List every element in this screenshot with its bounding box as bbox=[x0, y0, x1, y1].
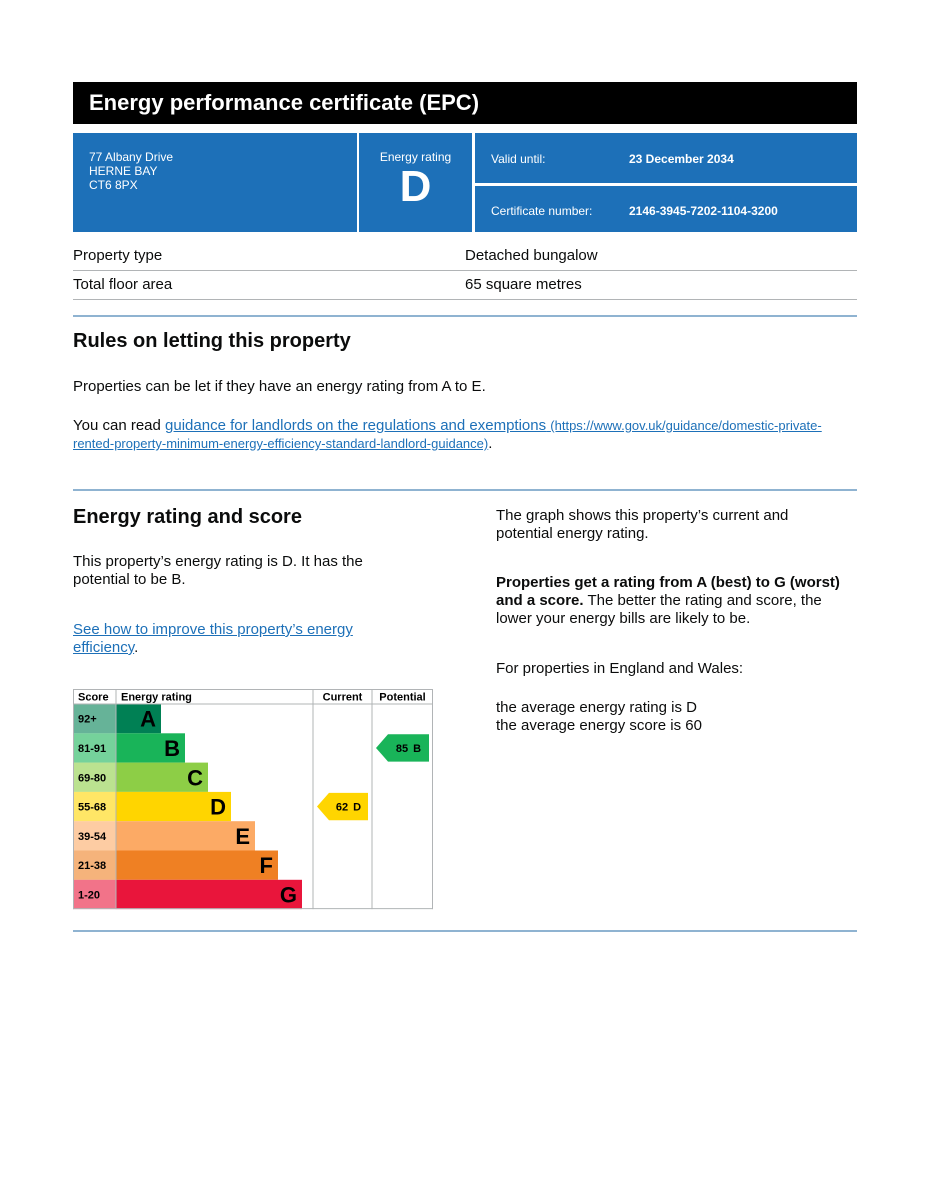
current-arrow bbox=[317, 792, 368, 821]
column-header: Current bbox=[323, 692, 363, 704]
rating-letter: B bbox=[164, 736, 180, 761]
rating-letter: D bbox=[210, 795, 226, 820]
score-label: 69-80 bbox=[78, 772, 106, 784]
column-header: Energy rating bbox=[121, 692, 192, 704]
bold-text: Properties get a rating from A (best) to… bbox=[496, 574, 840, 609]
score-label: 81-91 bbox=[78, 743, 106, 755]
rating-bar bbox=[116, 762, 208, 792]
paragraph: See how to improve this property’s energ… bbox=[73, 621, 393, 657]
score-label: 55-68 bbox=[78, 802, 106, 814]
divider bbox=[73, 930, 857, 932]
address-line: HERNE BAY bbox=[89, 164, 158, 178]
score-cell bbox=[73, 850, 116, 880]
link[interactable]: See how to improve this property’s energ… bbox=[73, 621, 353, 656]
rating-letter: A bbox=[140, 707, 156, 732]
column-header: Score bbox=[78, 692, 109, 704]
certificate-label: Certificate number: bbox=[491, 204, 593, 218]
certificate-box: Certificate number: 2146-3945-7202-1104-… bbox=[475, 186, 857, 232]
score-cell bbox=[73, 704, 116, 734]
link[interactable]: guidance for landlords on the regulation… bbox=[73, 417, 822, 452]
column-header: Potential bbox=[379, 692, 425, 704]
rating-value: D bbox=[399, 162, 432, 211]
text: . bbox=[488, 435, 493, 452]
score-cell bbox=[73, 733, 116, 763]
current-label: 62 D bbox=[336, 802, 361, 814]
section-title: Energy rating and score bbox=[73, 506, 302, 528]
rating-letter: C bbox=[187, 765, 203, 790]
property-row: Total floor area 65 square metres bbox=[73, 270, 857, 300]
row-label: Property type bbox=[73, 247, 163, 264]
paragraph: Properties can be let if they have an en… bbox=[73, 378, 486, 395]
rating-bar bbox=[116, 791, 231, 822]
paragraph: You can read guidance for landlords on t… bbox=[73, 417, 857, 453]
rating-bar bbox=[116, 850, 278, 880]
rating-letter: G bbox=[280, 882, 297, 907]
paragraph: This property’s energy rating is D. It h… bbox=[73, 553, 363, 588]
rating-box: Energy rating D bbox=[359, 133, 472, 232]
rating-letter: F bbox=[260, 853, 273, 878]
paragraph: For properties in England and Wales: bbox=[496, 660, 744, 677]
score-label: 92+ bbox=[78, 714, 97, 726]
rating-chart: Score Energy rating Current Potential 92+ A 81… bbox=[73, 689, 433, 910]
valid-label: Valid until: bbox=[491, 152, 546, 166]
rating-bar bbox=[116, 879, 302, 910]
divider bbox=[73, 315, 857, 317]
rating-bar bbox=[116, 733, 185, 763]
score-cell bbox=[73, 879, 116, 910]
score-label: 39-54 bbox=[78, 831, 107, 843]
text: You can read bbox=[73, 417, 166, 434]
potential-rating: B bbox=[413, 743, 421, 755]
address-line: CT6 8PX bbox=[89, 178, 138, 192]
section-title: Rules on letting this property bbox=[73, 330, 351, 352]
valid-box: Valid until: 23 December 2034 bbox=[475, 133, 857, 183]
link-text[interactable]: guidance for landlords on the regulation… bbox=[165, 417, 547, 434]
score-cell bbox=[73, 762, 116, 792]
score-cell bbox=[73, 791, 116, 822]
text: The better the rating and score, the low… bbox=[496, 592, 822, 627]
score-cell bbox=[73, 821, 116, 851]
row-value: 65 square metres bbox=[465, 276, 582, 293]
potential-score: 85 bbox=[396, 743, 408, 755]
current-score: 62 bbox=[336, 802, 348, 814]
row-label: Total floor area bbox=[73, 276, 173, 293]
link-url[interactable]: (https://www.gov.uk/guidance/domestic-pr… bbox=[73, 418, 822, 451]
paragraph: The graph shows this property’s current … bbox=[496, 507, 789, 542]
score-label: 1-20 bbox=[78, 889, 100, 901]
certificate-value: 2146-3945-7202-1104-3200 bbox=[629, 204, 778, 218]
current-rating: D bbox=[353, 802, 361, 814]
property-row: Property type Detached bungalow bbox=[73, 241, 857, 271]
rating-letter: E bbox=[235, 824, 250, 849]
score-label: 21-38 bbox=[78, 860, 106, 872]
divider bbox=[73, 489, 857, 491]
address-line: 77 Albany Drive bbox=[89, 150, 174, 164]
rating-label: Energy rating bbox=[379, 150, 452, 164]
text: . bbox=[134, 639, 139, 656]
paragraph: the average energy rating is D bbox=[496, 699, 697, 716]
rating-bar bbox=[116, 704, 161, 734]
paragraph: the average energy score is 60 bbox=[496, 717, 702, 734]
potential-arrow bbox=[376, 734, 429, 762]
valid-value: 23 December 2034 bbox=[629, 152, 734, 166]
row-value: Detached bungalow bbox=[465, 247, 598, 264]
address-box: 77 Albany Drive HERNE BAY CT6 8PX bbox=[73, 133, 357, 232]
paragraph: Properties get a rating from A (best) to… bbox=[496, 574, 857, 628]
rating-bar bbox=[116, 821, 255, 851]
potential-label: 85 B bbox=[396, 743, 421, 755]
page-title: Energy performance certificate (EPC) bbox=[73, 82, 857, 124]
